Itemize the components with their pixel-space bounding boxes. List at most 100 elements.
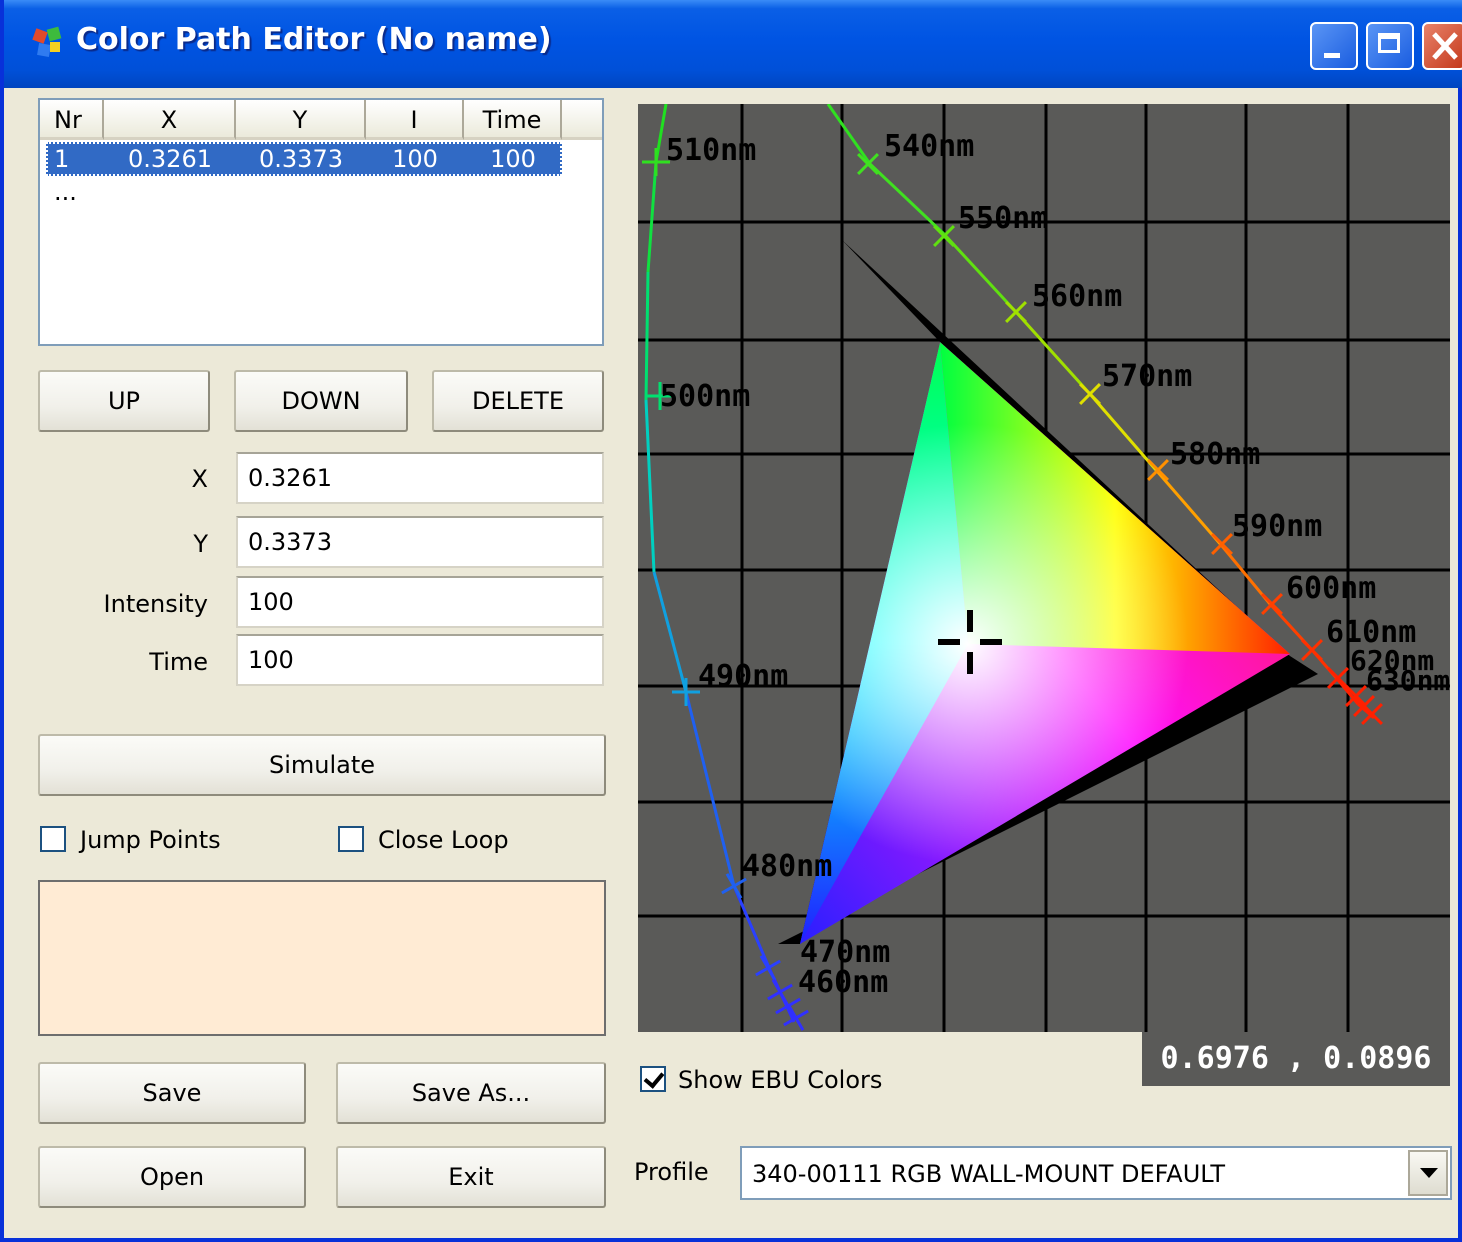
save-as-button[interactable]: Save As... [336, 1062, 606, 1124]
wavelength-label-510: 510nm [666, 133, 756, 168]
wavelength-tick [1327, 667, 1349, 689]
wavelength-tick [1147, 459, 1169, 481]
minimize-button[interactable] [1310, 22, 1358, 70]
wavelength-label-490: 490nm [698, 659, 788, 694]
wavelength-tick [775, 997, 801, 1015]
wavelength-label-610: 610nm [1326, 615, 1416, 650]
locus-segment [644, 399, 656, 573]
jump-points-checkbox[interactable] [40, 826, 66, 852]
column-nr[interactable]: Nr [40, 100, 104, 140]
exit-button[interactable]: Exit [336, 1146, 606, 1208]
locus-segment [654, 103, 668, 163]
show-ebu-colors-label[interactable]: Show EBU Colors [678, 1066, 883, 1094]
wavelength-label-570: 570nm [1102, 359, 1192, 394]
close-loop-label[interactable]: Close Loop [378, 826, 509, 854]
table-row[interactable]: 1 0.3261 0.3373 100 100 [46, 142, 562, 176]
profile-select[interactable]: 340-00111 RGB WALL-MOUNT DEFAULT [740, 1146, 1452, 1200]
wavelength-ticks [642, 148, 1383, 1031]
wavelength-label-600: 600nm [1286, 571, 1376, 606]
chevron-down-icon[interactable] [1408, 1150, 1448, 1196]
intensity-field[interactable]: 100 [236, 576, 604, 628]
wavelength-tick [721, 877, 747, 895]
time-field[interactable]: 100 [236, 634, 604, 686]
x-label: X [191, 465, 208, 493]
locus-segment [732, 885, 772, 971]
wavelength-label-560: 560nm [1032, 279, 1122, 314]
wavelength-label-460: 460nm [798, 965, 888, 1000]
wavelength-label-500: 500nm [660, 379, 750, 414]
up-button[interactable]: UP [38, 370, 210, 432]
crosshair-cursor[interactable] [938, 610, 1002, 674]
column-filler [562, 100, 602, 140]
wavelength-label-580: 580nm [1170, 437, 1260, 472]
wavelength-label-620: 620nm [1350, 644, 1434, 677]
y-label: Y [193, 530, 208, 558]
locus-segment [1154, 469, 1224, 547]
cie-chart-svg[interactable]: 510nm 540nm 550nm 560nm 570nm 580nm 590n… [638, 103, 1450, 1032]
intensity-label: Intensity [103, 590, 208, 618]
wavelength-tick [857, 153, 879, 175]
wavelength-label-590: 590nm [1232, 509, 1322, 544]
wavelength-tick [1361, 703, 1383, 725]
profile-select-value: 340-00111 RGB WALL-MOUNT DEFAULT [752, 1160, 1225, 1188]
title-bar[interactable]: Color Path Editor (No name) [4, 0, 1462, 88]
save-button[interactable]: Save [38, 1062, 306, 1124]
x-field[interactable]: 0.3261 [236, 452, 604, 504]
wavelength-tick [933, 225, 955, 247]
close-icon [1432, 32, 1458, 60]
wavelength-tick [755, 959, 781, 977]
wavelength-tick [1079, 383, 1101, 405]
column-x[interactable]: X [104, 100, 236, 140]
row-time: 100 [490, 145, 536, 173]
wavelength-tick [1261, 593, 1283, 615]
locus-segment [942, 232, 1018, 314]
delete-button[interactable]: DELETE [432, 370, 604, 432]
wavelength-label-470: 470nm [800, 935, 890, 970]
row-y: 0.3373 [259, 145, 343, 173]
open-button[interactable]: Open [38, 1146, 306, 1208]
locus-segment [652, 571, 688, 693]
wavelength-tick [1301, 639, 1323, 661]
cie-chromaticity-diagram[interactable]: 510nm 540nm 550nm 560nm 570nm 580nm 590n… [638, 103, 1450, 1032]
maximize-button[interactable] [1366, 22, 1414, 70]
time-label: Time [149, 648, 208, 676]
locus-segment [684, 691, 736, 887]
row-nr: 1 [54, 145, 70, 173]
down-button[interactable]: DOWN [234, 370, 408, 432]
wavelength-label-540: 540nm [884, 129, 974, 164]
close-button[interactable] [1422, 22, 1462, 70]
close-loop-checkbox[interactable] [338, 826, 364, 852]
wavelength-label-550: 550nm [958, 201, 1048, 236]
wavelength-label-480: 480nm [742, 849, 832, 884]
wavelength-tick [1005, 301, 1027, 323]
profile-label: Profile [634, 1158, 709, 1186]
color-preview [38, 880, 606, 1036]
locus-segment [1336, 679, 1360, 705]
wavelength-tick [767, 983, 793, 1001]
wavelength-label-630: 630nm [1366, 664, 1450, 697]
locus-segment [1014, 310, 1092, 396]
app-icon [32, 26, 62, 57]
column-time[interactable]: Time [464, 100, 562, 140]
wavelength-tick [783, 1009, 809, 1027]
window-title: Color Path Editor (No name) [76, 22, 552, 57]
list-more-item[interactable]: ... [54, 178, 77, 206]
column-i[interactable]: I [366, 100, 464, 140]
locus-segment [1088, 393, 1158, 471]
row-x: 0.3261 [128, 145, 212, 173]
simulate-button[interactable]: Simulate [38, 734, 606, 796]
row-i: 100 [392, 145, 438, 173]
locus-segment [868, 162, 946, 236]
locus-segment [826, 103, 872, 165]
show-ebu-colors-checkbox[interactable] [640, 1066, 666, 1092]
jump-points-label[interactable]: Jump Points [80, 826, 221, 854]
wavelength-tick [1211, 533, 1233, 555]
locus-segment [644, 271, 650, 401]
points-list[interactable]: Nr X Y I Time 1 0.3261 0.3373 100 100 ..… [38, 98, 604, 346]
locus-segment [646, 161, 658, 273]
list-header: Nr X Y I Time [40, 100, 602, 140]
y-field[interactable]: 0.3373 [236, 516, 604, 568]
column-y[interactable]: Y [236, 100, 366, 140]
coordinate-readout: 0.6976 , 0.0896 [1142, 1032, 1450, 1086]
